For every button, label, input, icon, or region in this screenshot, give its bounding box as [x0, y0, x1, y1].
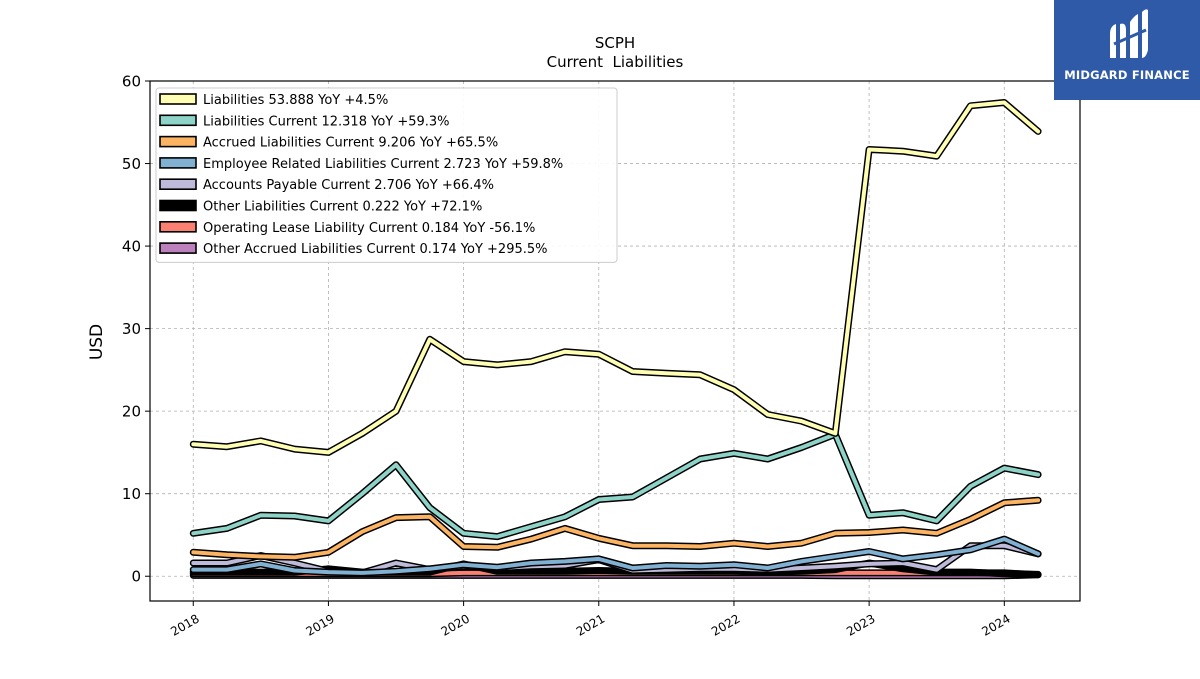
legend-box: [155, 87, 618, 263]
y-tick-label: 20: [122, 403, 141, 421]
x-tick-label: 2019: [303, 611, 336, 638]
legend-label: Other Accrued Liabilities Current 0.174 …: [203, 242, 548, 257]
legend-swatch: [159, 114, 197, 127]
series-accrued-liabilities-current: [189, 496, 1042, 561]
y-tick-label: 30: [122, 320, 141, 338]
legend-item: Liabilities Current 12.318 YoY +59.3%: [159, 114, 450, 129]
series-outline: [189, 496, 1042, 561]
series-line: [191, 100, 1041, 455]
legend-swatch: [159, 157, 197, 169]
legend: Liabilities 53.888 YoY +4.5% Liabilities …: [155, 87, 618, 263]
series-liabilities-current: [189, 430, 1042, 541]
midgard-finance-logo: MIDGARD FINANCE: [1054, 0, 1200, 100]
legend-label: Other Liabilities Current 0.222 YoY +72.…: [203, 200, 482, 215]
x-tick-label: 2020: [439, 611, 472, 638]
logo-text: MIDGARD FINANCE: [1064, 68, 1190, 82]
legend-item: Other Liabilities Current 0.222 YoY +72.…: [159, 199, 482, 215]
legend-item: Accrued Liabilities Current 9.206 YoY +6…: [159, 135, 498, 151]
x-tick-label: 2018: [168, 611, 201, 638]
series-line: [191, 537, 1041, 575]
legend-swatch: [159, 242, 197, 254]
legend-swatch: [159, 178, 197, 190]
x-tick-label: 2021: [574, 611, 607, 638]
x-tick-label: 2024: [979, 611, 1012, 638]
x-tick-label: 2023: [844, 611, 877, 638]
y-tick-label: 0: [131, 568, 141, 586]
legend-item: Operating Lease Liability Current 0.184 …: [159, 221, 535, 236]
legend-label: Accrued Liabilities Current 9.206 YoY +6…: [203, 136, 498, 151]
legend-swatch: [159, 93, 197, 105]
y-tick-label: 10: [122, 485, 141, 503]
legend-label: Liabilities 53.888 YoY +4.5%: [203, 93, 388, 108]
y-tick-label: 60: [122, 73, 141, 91]
series-line: [191, 432, 1041, 539]
chart-subtitle: Current Liabilities: [547, 53, 684, 71]
legend-swatch: [159, 199, 197, 212]
logo-mark-icon: [1110, 9, 1148, 59]
legend-item: Employee Related Liabilities Current 2.7…: [159, 157, 563, 172]
legend-label: Accounts Payable Current 2.706 YoY +66.4…: [203, 178, 494, 193]
legend-label: Employee Related Liabilities Current 2.7…: [203, 157, 563, 172]
legend-item: Other Accrued Liabilities Current 0.174 …: [159, 242, 548, 257]
series-employee-related-liabilities-current: [189, 535, 1042, 577]
series-line: [191, 498, 1041, 560]
legend-label: Liabilities Current 12.318 YoY +59.3%: [203, 114, 450, 129]
y-tick-label: 40: [122, 238, 141, 256]
series-liabilities: [189, 99, 1042, 456]
chart-title: SCPH: [595, 34, 635, 52]
series-layer: [189, 99, 1042, 580]
legend-swatch: [159, 135, 197, 148]
legend-label: Operating Lease Liability Current 0.184 …: [203, 221, 535, 236]
y-tick-label: 50: [122, 155, 141, 173]
legend-swatch: [159, 221, 197, 233]
legend-item: Liabilities 53.888 YoY +4.5%: [159, 93, 388, 108]
legend-item: Accounts Payable Current 2.706 YoY +66.4…: [159, 178, 494, 193]
plot-frame: [149, 80, 1081, 602]
x-tick-label: 2022: [709, 611, 742, 638]
y-axis-label: USD: [87, 324, 107, 360]
